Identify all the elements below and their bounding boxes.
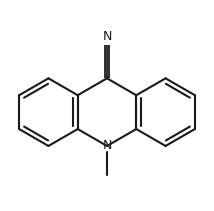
Text: N: N bbox=[102, 139, 112, 152]
Text: N: N bbox=[102, 30, 112, 43]
